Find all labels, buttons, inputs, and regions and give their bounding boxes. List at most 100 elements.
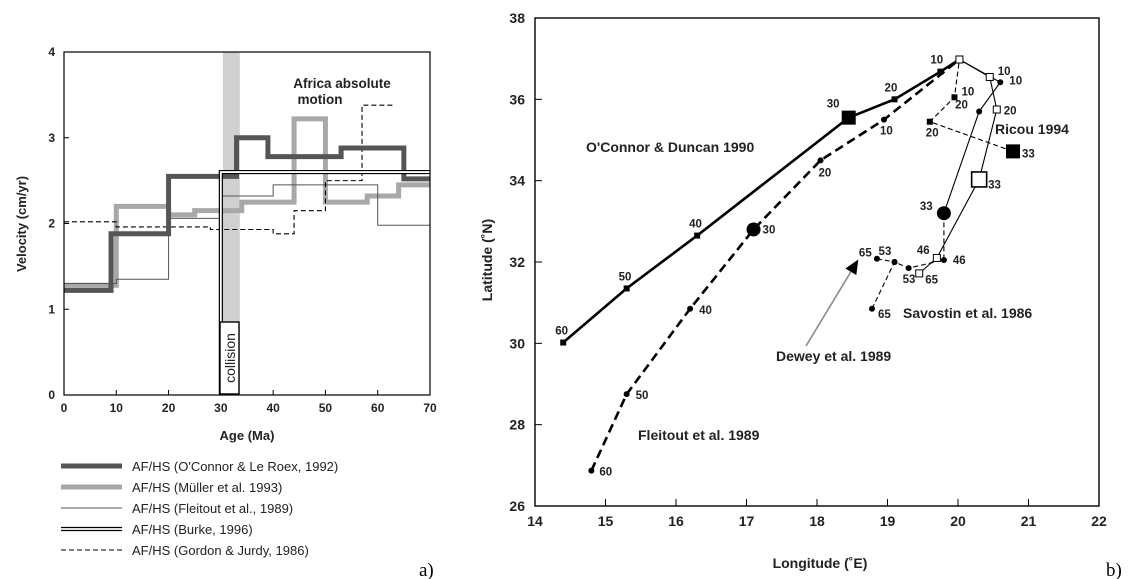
collision-label-box: collision [219, 321, 240, 395]
panel-b-tag: b) [1106, 560, 1122, 579]
a-x-tick-label: 50 [319, 401, 333, 415]
b-marker [915, 269, 924, 278]
panel-a-frame [63, 51, 431, 396]
b-age-label: 60 [599, 467, 612, 479]
b-marker [841, 110, 856, 125]
b-age-label: 60 [555, 326, 568, 338]
b-marker [940, 256, 947, 263]
a-y-tick-label: 2 [48, 217, 55, 231]
a-x-tick-label: 10 [110, 401, 124, 415]
b-age-label: 10 [961, 86, 974, 98]
b-age-label: 65 [859, 248, 872, 260]
b-y-tick-label: 30 [509, 335, 525, 351]
dewey-arrow [805, 259, 859, 347]
b-age-label: 30 [763, 224, 776, 236]
legend-entry: AF/HS (O'Connor & Le Roex, 1992) [132, 459, 338, 474]
label-savostin: Savostin et al. 1986 [903, 305, 1032, 321]
label-ricou: Ricou 1994 [995, 121, 1069, 137]
b-marker [694, 232, 701, 239]
a-series-line [64, 135, 430, 293]
b-marker [687, 305, 694, 312]
a-y-tick-label: 4 [48, 45, 55, 59]
b-age-label: 65 [878, 309, 891, 321]
b-marker [905, 265, 912, 272]
b-age-label: 30 [827, 99, 840, 111]
annotation-africa-motion-1: Africa absolute [293, 76, 391, 91]
b-marker [623, 285, 630, 292]
b-marker [992, 105, 1001, 114]
b-marker [985, 72, 994, 81]
a-x-tick-label: 30 [214, 401, 228, 415]
b-marker [588, 467, 595, 474]
legend-entry: AF/HS (Fleitout et al., 1989) [132, 501, 293, 516]
panel-b-x-axis-label: Longitude (˚E) [773, 555, 868, 571]
b-age-label: 33 [988, 179, 1001, 191]
b-age-label: 50 [636, 390, 649, 402]
panel-a-tag: a) [419, 560, 434, 579]
b-marker [880, 116, 887, 123]
a-series-line [64, 116, 430, 288]
panel-a-series [64, 104, 430, 395]
a-x-tick-label: 40 [266, 401, 280, 415]
panel-a: 0 10 20 30 40 50 60 70 0 1 2 3 4 Age (Ma) Velocity (… [14, 45, 437, 579]
a-x-tick-label: 60 [371, 401, 385, 415]
b-marker [997, 79, 1004, 86]
b-age-label: 20 [885, 82, 898, 94]
b-age-label: 33 [1022, 148, 1035, 160]
b-age-label: 50 [619, 271, 632, 283]
panel-a-legend: AF/HS (O'Connor & Le Roex, 1992) AF/HS (M… [61, 459, 338, 558]
b-age-label: 10 [998, 66, 1011, 78]
b-x-tick-label: 21 [1021, 513, 1037, 529]
b-marker [1005, 144, 1020, 159]
b-track-line [928, 59, 1014, 152]
legend-entry: AF/HS (Gordon & Jurdy, 1986) [132, 543, 309, 558]
legend-entry: AF/HS (Müller et al. 1993) [132, 480, 282, 495]
b-age-label: 10 [930, 55, 943, 67]
b-age-label: 10 [880, 126, 893, 138]
a-x-tick-label: 20 [162, 401, 176, 415]
b-marker [932, 253, 941, 262]
b-marker [868, 305, 875, 312]
b-age-label: 53 [879, 246, 892, 258]
a-series-line [64, 104, 394, 235]
b-marker [926, 118, 933, 125]
b-marker [937, 68, 944, 75]
b-x-tick-label: 22 [1091, 513, 1107, 529]
b-x-tick-label: 15 [598, 513, 614, 529]
b-marker [560, 339, 567, 346]
a-series-line [218, 169, 430, 395]
b-age-label: 46 [953, 255, 966, 267]
panel-b: 14 15 16 17 18 19 20 21 22 26 28 30 32 34 36 38 60 50 40 3… [479, 10, 1122, 579]
annotation-collision: collision [222, 333, 238, 383]
b-track-line [562, 58, 961, 344]
annotation-africa-motion-2: motion [298, 92, 343, 107]
label-dewey: Dewey et al. 1989 [776, 348, 891, 364]
b-marker [891, 96, 898, 103]
b-marker [891, 259, 898, 265]
b-x-tick-label: 14 [527, 513, 543, 529]
b-y-tick-label: 38 [509, 10, 525, 26]
b-age-label: 20 [1004, 106, 1017, 118]
b-age-label: 40 [699, 305, 712, 317]
b-x-tick-label: 19 [880, 513, 896, 529]
b-age-label: 65 [925, 274, 938, 286]
panel-a-x-axis-label: Age (Ma) [220, 428, 275, 443]
b-age-label: 40 [689, 219, 702, 231]
b-age-label: 20 [819, 167, 832, 179]
b-marker [951, 94, 958, 101]
b-age-label: 33 [920, 201, 933, 213]
a-x-tick-label: 0 [61, 401, 68, 415]
b-track-line [590, 58, 961, 472]
b-y-tick-label: 34 [509, 173, 525, 189]
panel-a-y-axis-label: Velocity (cm/yr) [14, 176, 29, 272]
b-y-tick-label: 36 [509, 91, 525, 107]
b-marker [976, 108, 983, 115]
b-y-tick-label: 28 [509, 417, 525, 433]
panel-b-frame [534, 17, 1100, 507]
a-y-tick-label: 3 [48, 131, 55, 145]
b-x-tick-label: 16 [668, 513, 684, 529]
legend-entry: AF/HS (Burke, 1996) [132, 522, 253, 537]
panel-b-ticks: 14 15 16 17 18 19 20 21 22 26 28 30 32 34 36 38 [509, 10, 1107, 529]
panel-a-ticks: 0 10 20 30 40 50 60 70 0 1 2 3 4 [48, 45, 437, 415]
